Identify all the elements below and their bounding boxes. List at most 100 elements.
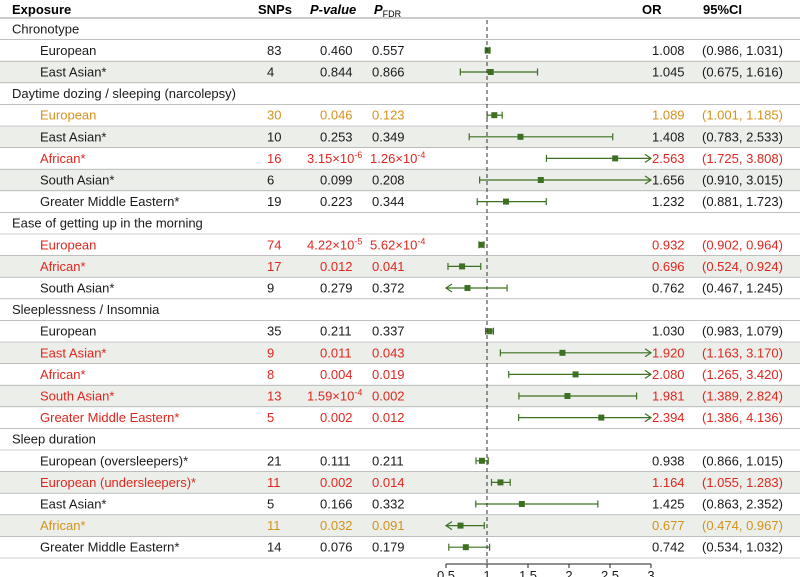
row-pfdr-base: 5.62×10 <box>370 237 417 252</box>
row-or: 1.164 <box>652 475 685 490</box>
row-snps: 21 <box>267 453 281 468</box>
or-point <box>457 522 464 529</box>
header-pfdr-p: P <box>374 2 383 17</box>
row-pvalue: 0.046 <box>320 108 353 123</box>
row-pfdr: 0.337 <box>372 324 405 339</box>
row-snps: 9 <box>267 281 274 296</box>
row-label: East Asian* <box>40 129 107 144</box>
or-point <box>462 544 469 551</box>
row-pvalue: 0.253 <box>320 129 353 144</box>
row-ci: (0.467, 1.245) <box>702 281 783 296</box>
row-ci: (0.983, 1.079) <box>702 324 783 339</box>
row-label: Greater Middle Eastern* <box>40 410 179 425</box>
row-pvalue-exponent: -5 <box>354 236 362 246</box>
or-point <box>612 155 619 162</box>
row-label: European <box>40 324 96 339</box>
row-ci: (1.265, 3.420) <box>702 367 783 382</box>
row-shade <box>0 61 800 83</box>
row-label: European <box>40 43 96 58</box>
ci-arrow-right <box>644 175 653 185</box>
row-shade <box>0 385 800 407</box>
or-point <box>484 47 491 54</box>
row-pvalue: 0.099 <box>320 173 353 188</box>
row-ci: (0.474, 0.967) <box>702 518 783 533</box>
row-pvalue: 0.011 <box>320 345 352 360</box>
row-shade <box>0 126 800 148</box>
row-or: 0.696 <box>652 259 685 274</box>
row-ci: (1.163, 3.170) <box>702 345 783 360</box>
row-snps: 11 <box>267 518 281 533</box>
row-or: 1.030 <box>652 324 685 339</box>
row-label: South Asian* <box>40 281 114 296</box>
row-or: 0.762 <box>652 281 685 296</box>
row-ci: (1.055, 1.283) <box>702 475 783 490</box>
ci-arrow-right <box>644 413 653 423</box>
header-exposure: Exposure <box>12 2 71 17</box>
row-ci: (0.863, 2.352) <box>702 497 783 512</box>
row-ci: (0.986, 1.031) <box>702 43 783 58</box>
x-tick-label: 2 <box>565 568 572 577</box>
row-pvalue: 0.004 <box>320 367 353 382</box>
row-or: 1.408 <box>652 129 685 144</box>
row-snps: 19 <box>267 194 281 209</box>
header-or: OR <box>642 2 662 17</box>
row-snps: 14 <box>267 540 281 555</box>
or-point <box>497 479 504 486</box>
row-label: European (undersleepers)* <box>40 475 196 490</box>
row-pvalue: 3.15×10-6 <box>307 150 362 166</box>
row-shade <box>0 514 800 537</box>
row-shade <box>0 471 800 494</box>
row-pvalue: 0.012 <box>320 259 353 274</box>
row-or: 0.938 <box>652 453 685 468</box>
or-point <box>572 371 579 378</box>
or-point <box>517 133 524 140</box>
row-pvalue: 0.111 <box>320 453 351 468</box>
row-label: African* <box>40 151 86 166</box>
row-or: 1.008 <box>652 43 685 58</box>
group-title: Chronotype <box>12 21 79 36</box>
row-pvalue-exponent: -4 <box>354 388 362 398</box>
group-title: Daytime dozing / sleeping (narcolepsy) <box>12 86 236 101</box>
row-ci: (0.881, 1.723) <box>702 194 783 209</box>
row-ci: (1.725, 3.808) <box>702 151 783 166</box>
ci-arrow-right <box>644 153 653 163</box>
header-pfdr-sub: FDR <box>383 9 402 19</box>
or-point <box>486 328 493 335</box>
row-pfdr: 0.002 <box>372 389 405 404</box>
row-ci: (0.534, 1.032) <box>702 540 783 555</box>
row-pvalue: 0.844 <box>320 65 353 80</box>
header-pvalue: P-value <box>310 2 356 17</box>
row-ci: (0.902, 0.964) <box>702 237 783 252</box>
x-tick-label: 0.5 <box>437 568 455 577</box>
row-pvalue: 0.166 <box>320 497 353 512</box>
row-pvalue: 0.032 <box>320 518 353 533</box>
row-pvalue-base: 1.59×10 <box>307 389 354 404</box>
row-label: South Asian* <box>40 389 114 404</box>
header-pvalue-p: P-value <box>310 2 356 17</box>
or-point <box>518 501 525 507</box>
ci-arrow-right <box>644 348 653 358</box>
row-snps: 9 <box>267 345 274 360</box>
row-pvalue: 4.22×10-5 <box>307 236 362 252</box>
row-ci: (1.389, 2.824) <box>702 389 783 404</box>
row-or: 2.563 <box>652 151 685 166</box>
row-snps: 74 <box>267 237 281 252</box>
or-point <box>478 457 485 464</box>
x-tick-label: 3 <box>647 568 654 577</box>
row-or: 1.920 <box>652 345 685 360</box>
header-snps: SNPs <box>258 2 292 17</box>
row-ci: (0.866, 1.015) <box>702 453 783 468</box>
group-title: Ease of getting up in the morning <box>12 216 203 231</box>
row-label: Greater Middle Eastern* <box>40 540 179 555</box>
row-or: 2.080 <box>652 367 685 382</box>
row-or: 1.045 <box>652 65 685 80</box>
row-or: 0.677 <box>652 518 685 533</box>
row-snps: 13 <box>267 389 281 404</box>
row-or: 2.394 <box>652 410 685 425</box>
row-pfdr: 0.012 <box>372 410 405 425</box>
header-ci: 95%CI <box>703 2 742 17</box>
row-pvalue: 0.211 <box>320 324 352 339</box>
row-pfdr-base: 1.26×10 <box>370 151 417 166</box>
row-label: Greater Middle Eastern* <box>40 194 179 209</box>
group-title: Sleep duration <box>12 432 96 447</box>
